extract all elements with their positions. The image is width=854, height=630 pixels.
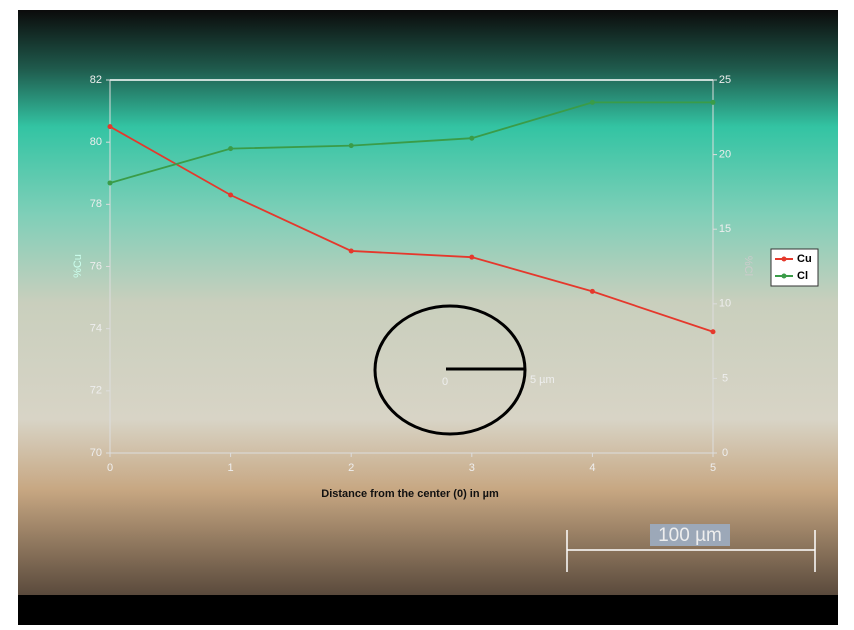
y2-tick-label: 10 — [719, 298, 731, 310]
y2-tick-label: 15 — [719, 223, 731, 235]
x-axis-label: Distance from the center (0) in µm — [321, 488, 499, 500]
y-tick-label: 82 — [90, 74, 102, 86]
y-tick-label: 70 — [90, 447, 102, 459]
x-tick-label: 1 — [228, 462, 234, 474]
y-tick-label: 76 — [90, 260, 102, 272]
point — [228, 192, 234, 198]
point — [710, 99, 716, 105]
legend-marker — [781, 256, 787, 262]
y-tick-label: 72 — [90, 385, 102, 397]
legend-box — [770, 248, 819, 287]
circle-diagram — [373, 304, 527, 436]
y2-tick-label: 20 — [719, 149, 731, 161]
x-tick-label: 2 — [348, 462, 354, 474]
y-tick-label: 80 — [90, 136, 102, 148]
point — [589, 99, 595, 105]
y2-tick-label: 5 — [722, 372, 728, 384]
point — [107, 180, 113, 186]
bottom-band — [18, 595, 838, 625]
x-tick-label: 4 — [589, 462, 595, 474]
point — [107, 124, 113, 130]
y2-axis-label: %Cl — [742, 256, 754, 276]
x-tick-label: 3 — [469, 462, 475, 474]
legend-label: Cl — [797, 270, 808, 282]
y-tick-label: 78 — [90, 198, 102, 210]
series-line — [109, 101, 713, 184]
annotation: 5 µm — [530, 374, 555, 386]
point — [348, 248, 354, 254]
micrograph — [18, 10, 838, 595]
y-axis-label: %Cu — [72, 254, 84, 278]
legend-label: Cu — [797, 253, 812, 265]
scale-label-bg — [650, 524, 730, 546]
y2-tick-label: 25 — [719, 74, 731, 86]
point — [469, 135, 475, 141]
scale-label: 100 µm — [658, 525, 722, 546]
point — [228, 146, 234, 152]
legend: Cu Cl — [770, 248, 819, 287]
y-tick-label: 74 — [90, 323, 102, 335]
series-line — [109, 125, 714, 333]
annotation: 0 — [442, 376, 448, 388]
point — [348, 143, 354, 149]
point — [710, 329, 716, 335]
x-tick-label: 5 — [710, 462, 716, 474]
y2-tick-label: 0 — [722, 447, 728, 459]
point — [589, 288, 595, 294]
legend-marker — [781, 273, 787, 279]
x-tick-label: 0 — [107, 462, 113, 474]
point — [469, 254, 475, 260]
